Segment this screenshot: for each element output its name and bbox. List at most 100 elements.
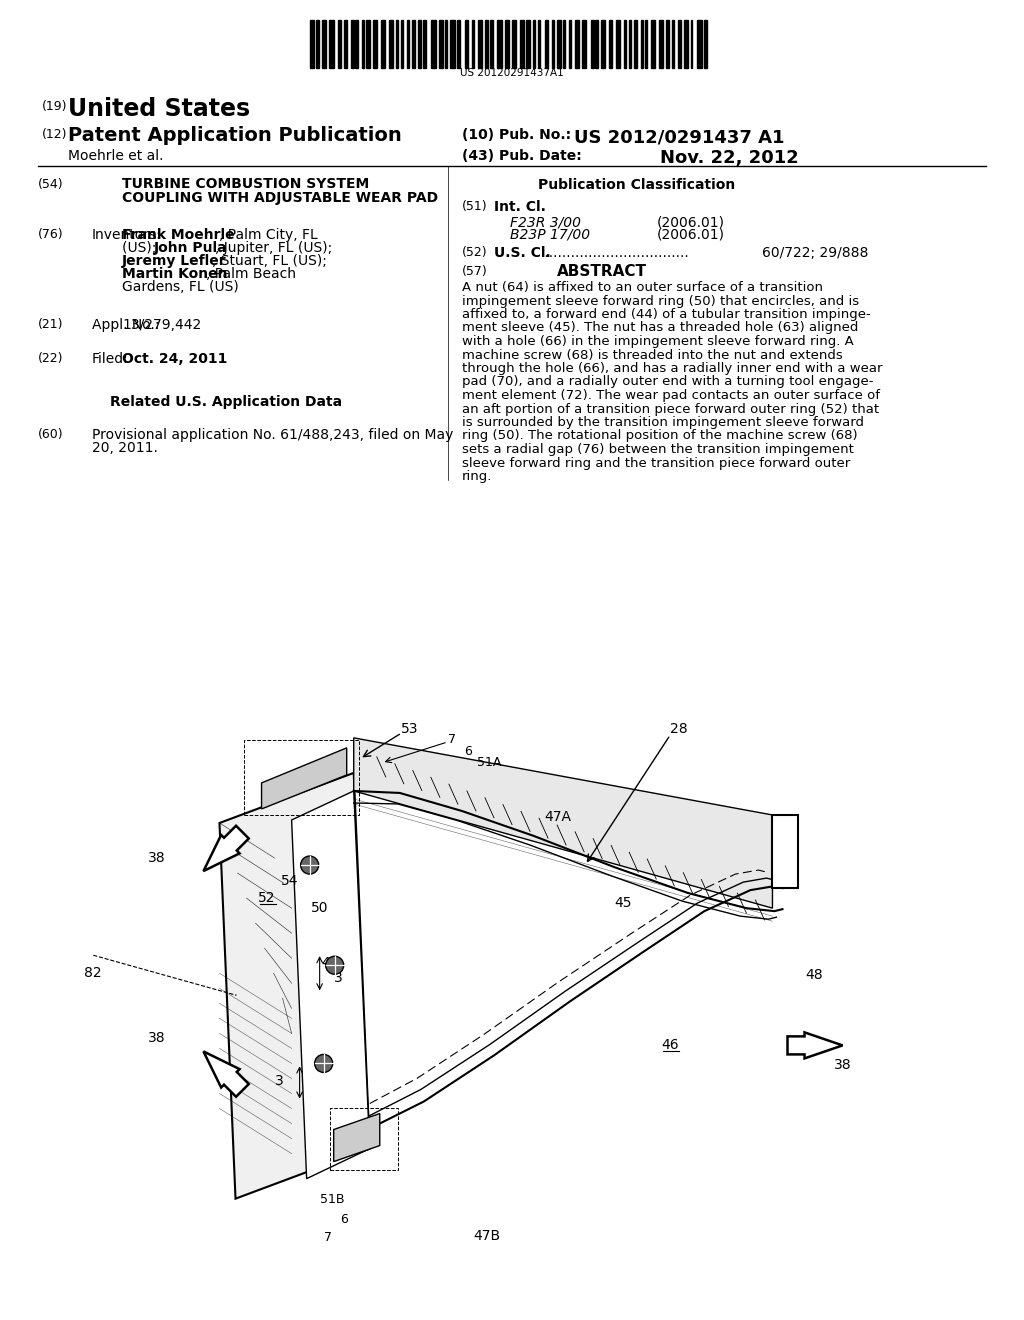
Bar — [609, 20, 612, 69]
Polygon shape — [219, 774, 370, 1199]
Text: 3: 3 — [334, 972, 342, 985]
Text: COUPLING WITH ADJUSTABLE WEAR PAD: COUPLING WITH ADJUSTABLE WEAR PAD — [122, 191, 438, 205]
Bar — [591, 20, 594, 69]
Bar — [330, 1107, 397, 1170]
Text: Frank Moehrle: Frank Moehrle — [122, 228, 234, 242]
Bar — [389, 20, 393, 69]
Text: 50: 50 — [311, 902, 329, 915]
Bar — [490, 20, 494, 69]
Bar — [381, 20, 385, 69]
Text: impingement sleeve forward ring (50) that encircles, and is: impingement sleeve forward ring (50) tha… — [462, 294, 859, 308]
Text: (2006.01): (2006.01) — [657, 215, 725, 228]
Bar — [526, 20, 530, 69]
Bar — [423, 20, 426, 69]
Bar — [498, 20, 502, 69]
Text: machine screw (68) is threaded into the nut and extends: machine screw (68) is threaded into the … — [462, 348, 843, 362]
Text: 44: 44 — [321, 956, 338, 970]
Bar — [431, 20, 436, 69]
Text: 3: 3 — [274, 1074, 284, 1089]
Bar — [310, 20, 314, 69]
Bar — [362, 20, 365, 69]
Text: U.S. Cl.: U.S. Cl. — [494, 246, 551, 260]
Bar — [641, 20, 643, 69]
Text: ring (50). The rotational position of the machine screw (68): ring (50). The rotational position of th… — [462, 429, 858, 442]
Text: 51A: 51A — [477, 756, 502, 770]
Text: with a hole (66) in the impingement sleeve forward ring. A: with a hole (66) in the impingement slee… — [462, 335, 854, 348]
Text: Patent Application Publication: Patent Application Publication — [68, 125, 401, 145]
Bar — [418, 20, 421, 69]
Bar — [672, 20, 674, 69]
Text: Inventors:: Inventors: — [92, 228, 162, 242]
Bar — [323, 20, 326, 69]
Bar — [705, 20, 707, 69]
Text: ..................................: .................................. — [540, 246, 689, 260]
Bar — [582, 20, 587, 69]
Text: (43) Pub. Date:: (43) Pub. Date: — [462, 149, 582, 162]
Text: Int. Cl.: Int. Cl. — [494, 201, 546, 214]
Text: 38: 38 — [147, 1031, 165, 1045]
Bar — [316, 20, 318, 69]
Circle shape — [326, 956, 344, 974]
Text: 20, 2011.: 20, 2011. — [92, 441, 158, 455]
Bar — [367, 20, 370, 69]
Bar — [557, 20, 561, 69]
Text: ABSTRACT: ABSTRACT — [557, 264, 647, 279]
Polygon shape — [334, 1114, 380, 1162]
Text: TURBINE COMBUSTION SYSTEM: TURBINE COMBUSTION SYSTEM — [122, 177, 370, 191]
Text: 46: 46 — [662, 1039, 679, 1052]
Text: F23R 3/00: F23R 3/00 — [510, 215, 581, 228]
Text: 47B: 47B — [473, 1229, 501, 1242]
Text: (10) Pub. No.:: (10) Pub. No.: — [462, 128, 575, 143]
Bar — [629, 20, 631, 69]
Text: sets a radial gap (76) between the transition impingement: sets a radial gap (76) between the trans… — [462, 444, 854, 455]
Bar — [691, 20, 692, 69]
Text: (22): (22) — [38, 352, 63, 366]
Circle shape — [301, 857, 318, 874]
Text: 6: 6 — [340, 1213, 347, 1226]
Text: United States: United States — [68, 96, 250, 121]
Text: (76): (76) — [38, 228, 63, 242]
Text: (57): (57) — [462, 265, 487, 279]
Bar — [355, 20, 358, 69]
Text: an aft portion of a transition piece forward outer ring (52) that: an aft portion of a transition piece for… — [462, 403, 880, 416]
Bar — [684, 20, 687, 69]
Text: 28: 28 — [671, 722, 688, 735]
Polygon shape — [261, 748, 347, 809]
Text: (60): (60) — [38, 428, 63, 441]
Text: 82: 82 — [84, 966, 102, 981]
Bar — [439, 20, 442, 69]
Text: Moehrle et al.: Moehrle et al. — [68, 149, 164, 162]
Bar — [350, 20, 353, 69]
Bar — [338, 20, 341, 69]
Text: 6: 6 — [464, 746, 472, 759]
Text: 53: 53 — [401, 722, 419, 735]
Text: Appl. No.:: Appl. No.: — [92, 318, 160, 333]
Bar — [678, 20, 681, 69]
Polygon shape — [772, 814, 798, 888]
Bar — [651, 20, 655, 69]
Text: affixed to, a forward end (44) of a tubular transition impinge-: affixed to, a forward end (44) of a tubu… — [462, 308, 870, 321]
Text: 51B: 51B — [319, 1193, 344, 1206]
Text: ring.: ring. — [462, 470, 493, 483]
Text: US 2012/0291437 A1: US 2012/0291437 A1 — [574, 128, 784, 147]
Text: pad (70), and a radially outer end with a turning tool engage-: pad (70), and a radially outer end with … — [462, 375, 873, 388]
Text: Martin Konen: Martin Konen — [122, 267, 227, 281]
Text: , Stuart, FL (US);: , Stuart, FL (US); — [212, 253, 327, 268]
Text: (12): (12) — [42, 128, 68, 141]
Bar — [478, 20, 482, 69]
Text: 38: 38 — [834, 1059, 851, 1072]
Bar — [444, 20, 447, 69]
Text: 13/279,442: 13/279,442 — [122, 318, 202, 333]
Bar — [329, 20, 334, 69]
Bar — [373, 20, 377, 69]
Bar — [667, 20, 669, 69]
Bar — [575, 20, 579, 69]
Text: 60/722; 29/888: 60/722; 29/888 — [762, 246, 868, 260]
Bar — [552, 20, 554, 69]
Text: (52): (52) — [462, 246, 487, 259]
Text: (US);: (US); — [122, 242, 161, 255]
Text: Filed:: Filed: — [92, 352, 129, 366]
Bar — [697, 20, 702, 69]
Polygon shape — [787, 1032, 843, 1059]
Bar — [465, 20, 468, 69]
